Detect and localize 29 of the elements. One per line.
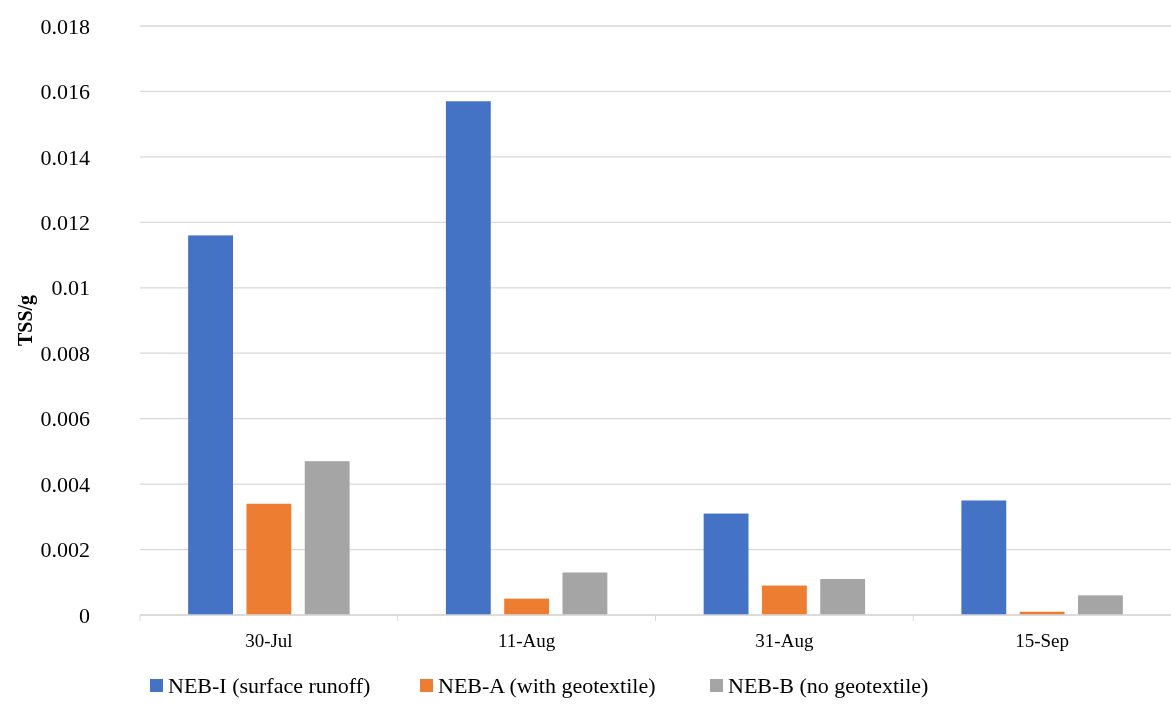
y-tick-label: 0.004 — [40, 471, 90, 497]
y-tick-label: 0.016 — [40, 79, 90, 105]
y-tick-label: 0.014 — [40, 144, 90, 170]
bar — [820, 579, 866, 615]
bar — [504, 598, 550, 615]
bar — [1078, 595, 1123, 615]
bar — [246, 503, 292, 615]
bar — [761, 585, 807, 615]
y-tick-label: 0 — [79, 602, 90, 628]
bar — [562, 572, 608, 615]
legend-label: NEB-I (surface runoff) — [168, 672, 371, 698]
x-tick-label: 11-Aug — [497, 630, 556, 651]
y-tick-label: 0.018 — [40, 13, 90, 39]
y-tick-label: 0.012 — [40, 210, 90, 236]
y-tick-label: 0.01 — [51, 275, 90, 301]
legend-label: NEB-A (with geotextile) — [438, 672, 656, 698]
bar — [961, 500, 1007, 615]
x-tick-label: 31-Aug — [755, 630, 814, 651]
x-tick-label: 30-Jul — [245, 630, 293, 651]
y-tick-label: 0.002 — [40, 537, 90, 563]
bar — [445, 101, 491, 615]
bar — [188, 235, 233, 615]
x-tick-label: 15-Sep — [1015, 630, 1070, 651]
y-tick-label: 0.006 — [40, 406, 90, 432]
bar — [703, 513, 749, 615]
y-axis-title: TSS/g — [14, 294, 37, 347]
bar — [304, 461, 350, 615]
legend-label: NEB-B (no geotextile) — [728, 672, 929, 698]
y-tick-label: 0.008 — [40, 340, 90, 366]
